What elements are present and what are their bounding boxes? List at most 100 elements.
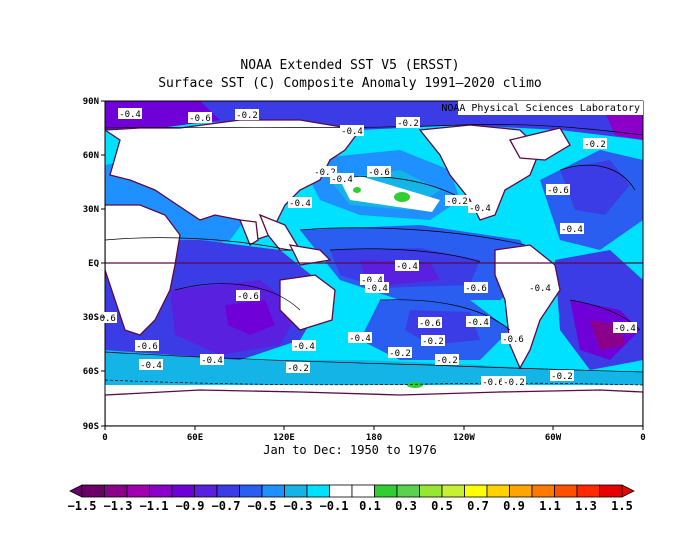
colorbar-cells	[69, 484, 635, 498]
contour-label: -0.4	[118, 108, 142, 120]
contour-label-text: -0.4	[361, 276, 383, 286]
contour-label-text: -0.2	[446, 197, 468, 207]
contour-label-text: -0.4	[349, 334, 371, 344]
colorbar-label: −0.7	[212, 499, 241, 513]
colorbar-label: 1.3	[575, 499, 597, 513]
colorbar-cell	[396, 484, 420, 498]
contour-label: -0.6	[464, 282, 488, 294]
contour-label: -0.4	[330, 173, 354, 185]
contour-label-text: -0.2	[551, 372, 573, 382]
shade-north-atlantic-core	[560, 160, 630, 215]
colorbar-label: −0.5	[248, 499, 277, 513]
shade-north-pacific-white	[340, 176, 440, 212]
contour-label-text: -0.6	[419, 319, 441, 329]
contour-label: -0.6	[188, 112, 212, 124]
contour-line	[105, 351, 643, 373]
lon-tick-label: 120E	[273, 433, 295, 443]
contour-label-bg	[367, 166, 391, 177]
contour-label-bg	[481, 376, 505, 387]
contour-label: -0.2	[583, 138, 607, 150]
contour-label: -0.2	[421, 335, 445, 347]
contour-label-text: -0.4	[331, 175, 353, 185]
colorbar-cell	[306, 484, 330, 498]
contour-label-bg	[421, 335, 445, 346]
colorbar-arrow-right	[621, 484, 635, 498]
credit-label: NOAA Physical Sciences Laboratory	[441, 103, 640, 114]
contour-label: -0.6	[546, 184, 570, 196]
lat-tick-label: EQ	[88, 259, 99, 269]
contour-label-bg	[292, 340, 316, 351]
contour-label-bg	[468, 202, 492, 213]
contour-label-text: -0.4	[293, 342, 315, 352]
contour-label-bg	[464, 282, 488, 293]
contour-label-bg	[286, 362, 310, 373]
contour-label-bg	[466, 316, 490, 327]
contour-label-bg	[235, 109, 259, 120]
colorbar-label: 1.1	[539, 499, 561, 513]
period-label: Jan to Dec: 1950 to 1976	[263, 443, 437, 457]
contour-label-bg	[445, 195, 469, 206]
colorbar-label: −0.3	[284, 499, 313, 513]
contour-label-text: -0.2	[422, 337, 444, 347]
contour-label: -0.4	[200, 354, 224, 366]
contour-line	[329, 248, 481, 263]
colorbar: −1.5 −1.3 −1.1 −0.9 −0.7 −0.5 −0.3 −0.1 0.1 0.3 0.…	[68, 484, 635, 513]
colorbar-cell	[216, 484, 240, 498]
map-subtitle: Surface SST (C) Composite Anomaly 1991–2…	[158, 76, 542, 91]
india	[238, 219, 259, 246]
colorbar-label: 0.3	[395, 499, 417, 513]
lon-tick-label: 60E	[187, 433, 203, 443]
contour-label: -0.6	[135, 340, 159, 352]
contour-label: -0.4	[292, 340, 316, 352]
colorbar-label: −0.9	[176, 499, 205, 513]
contour-label-text: -0.4	[561, 225, 583, 235]
positive-anomaly-south	[407, 382, 423, 388]
contour-label-bg	[502, 376, 526, 387]
contour-line	[105, 237, 291, 251]
contour-label: -0.4	[613, 322, 637, 334]
contour-label: -0.4	[365, 282, 389, 294]
contour-label: -0.4	[395, 260, 419, 272]
contour-label-bg	[236, 290, 260, 301]
contour-label-bg	[613, 322, 637, 333]
colorbar-cell	[509, 484, 533, 498]
contour-label-bg	[200, 354, 224, 365]
colorbar-cell	[284, 484, 308, 498]
contour-label-bg	[550, 370, 574, 381]
contour-labels: -0.4 -0.6 -0.2-0.2-0.4-0.2-0.2 -0.6-0.4-0.4…	[93, 108, 637, 388]
lat-tick-label: 30N	[83, 205, 99, 215]
contour-label-text: -0.4	[140, 361, 162, 371]
contour-label: -0.2	[550, 370, 574, 382]
colorbar-cell	[554, 484, 578, 498]
contour-label: -0.4	[466, 316, 490, 328]
contour-label: -0.6	[236, 290, 260, 302]
latitude-axis: 90N 60N 30N EQ 30S 60S 90S	[83, 97, 105, 432]
contour-label: -0.4	[468, 202, 492, 214]
contour-label: -0.4	[340, 125, 364, 137]
contour-label-bg	[435, 354, 459, 365]
colorbar-label: 0.7	[467, 499, 489, 513]
contour-label-bg	[313, 166, 337, 177]
colorbar-label: −1.5	[68, 499, 97, 513]
contour-label-text: -0.6	[482, 378, 504, 388]
contour-label-text: -0.2	[436, 356, 458, 366]
contour-label: -0.2	[445, 195, 469, 207]
contour-label: -0.6	[501, 333, 525, 345]
colorbar-cell	[239, 484, 263, 498]
colorbar-label: 0.9	[503, 499, 525, 513]
contour-label-bg	[348, 332, 372, 343]
colorbar-cell	[531, 484, 555, 498]
colorbar-label: −1.1	[140, 499, 169, 513]
contour-label-text: -0.4	[119, 110, 141, 120]
contour-label-text: -0.2	[389, 349, 411, 359]
contour-label: -0.6	[418, 317, 442, 329]
contour-label-text: -0.2	[236, 111, 258, 121]
contour-label-text: -0.4	[341, 127, 363, 137]
antarctica	[105, 389, 643, 426]
colorbar-cell	[441, 484, 465, 498]
contour-label: -0.4	[360, 274, 384, 286]
contour-line	[559, 164, 636, 191]
north-america	[418, 124, 541, 221]
lon-tick-label: 60W	[545, 433, 562, 443]
